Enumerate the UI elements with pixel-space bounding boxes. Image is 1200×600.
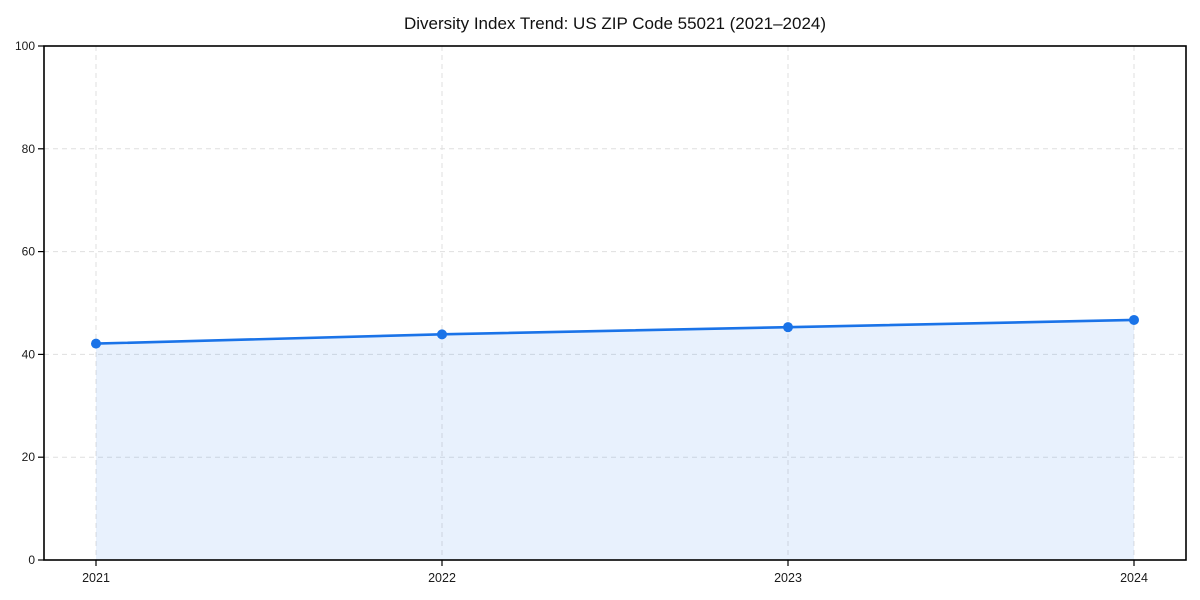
data-point-2023 bbox=[783, 322, 793, 333]
y-tick-label: 40 bbox=[22, 347, 36, 361]
area-fill bbox=[96, 319, 1134, 560]
data-point-2024 bbox=[1129, 314, 1139, 325]
data-point-2022 bbox=[437, 329, 447, 340]
x-tick-label: 2021 bbox=[82, 571, 110, 585]
trend-line bbox=[94, 318, 1136, 345]
y-tick-label: 80 bbox=[22, 142, 36, 156]
x-tick-label: 2022 bbox=[428, 571, 456, 585]
y-tick-label: 100 bbox=[15, 39, 35, 53]
plot-frame bbox=[43, 45, 1187, 561]
data-point-2021 bbox=[91, 338, 101, 349]
x-tick-label: 2024 bbox=[1120, 571, 1148, 585]
y-tick-label: 0 bbox=[28, 553, 35, 567]
y-tick-label: 20 bbox=[22, 450, 36, 464]
x-tick-label: 2023 bbox=[774, 571, 802, 585]
y-tick-label: 60 bbox=[22, 245, 36, 259]
chart-title: Diversity Index Trend: US ZIP Code 55021… bbox=[403, 14, 827, 33]
